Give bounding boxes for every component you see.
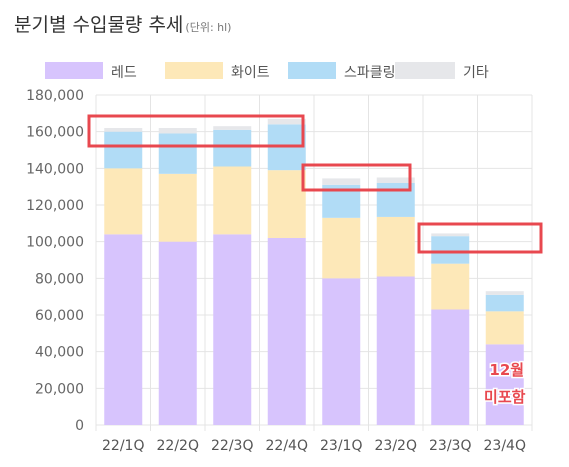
y-tick-label: 40,000 — [35, 345, 84, 361]
bar-화이트-22/2Q — [158, 173, 197, 242]
bar-기타-22/1Q — [104, 128, 143, 132]
legend-label: 화이트 — [231, 65, 270, 81]
legend-swatch — [395, 62, 455, 79]
bar-레드-22/4Q — [267, 238, 306, 425]
y-tick-label: 140,000 — [26, 161, 84, 177]
bar-스파클링-22/2Q — [158, 133, 197, 174]
x-tick-label: 22/2Q — [157, 438, 199, 454]
legend-label: 레드 — [111, 65, 137, 81]
bar-화이트-22/1Q — [104, 168, 143, 235]
legend-label: 스파클링 — [344, 65, 396, 81]
x-tick-label: 23/3Q — [429, 438, 471, 454]
chart-title-text: 분기별 수입물량 추세 — [14, 14, 184, 36]
bar-기타-23/4Q — [485, 291, 524, 295]
bar-스파클링-23/4Q — [485, 294, 524, 312]
bar-기타-23/1Q — [322, 178, 361, 185]
bar-레드-22/3Q — [213, 234, 252, 425]
y-tick-label: 0 — [75, 418, 84, 434]
legend-label: 기타 — [463, 65, 489, 81]
unit-note: (단위: hl) — [185, 21, 232, 34]
bar-스파클링-22/1Q — [104, 131, 143, 169]
bar-화이트-22/3Q — [213, 166, 252, 235]
y-tick-label: 80,000 — [35, 271, 84, 287]
bar-기타-22/2Q — [158, 128, 197, 134]
annotation-line-1: 12월 — [489, 361, 524, 379]
x-tick-label: 23/1Q — [320, 438, 362, 454]
bar-스파클링-23/3Q — [431, 236, 470, 264]
y-tick-label: 100,000 — [26, 235, 84, 251]
y-tick-label: 60,000 — [35, 308, 84, 324]
legend-swatch — [288, 62, 336, 79]
legend-swatch — [45, 62, 103, 79]
bar-레드-23/3Q — [431, 309, 470, 425]
bar-레드-22/2Q — [158, 241, 197, 425]
x-tick-label: 23/2Q — [375, 438, 417, 454]
bar-레드-22/1Q — [104, 234, 143, 425]
x-tick-label: 23/4Q — [484, 438, 526, 454]
bar-기타-22/3Q — [213, 126, 252, 130]
bar-기타-23/3Q — [431, 233, 470, 237]
highlight-box — [301, 163, 412, 192]
legend-swatch — [165, 62, 223, 79]
x-tick-label: 22/1Q — [102, 438, 144, 454]
bar-기타-22/4Q — [267, 118, 306, 125]
bar-레드-23/2Q — [376, 276, 415, 425]
bar-화이트-23/3Q — [431, 263, 470, 310]
y-tick-label: 120,000 — [26, 198, 84, 214]
chart-title: 분기별 수입물량 추세 (단위: hl) — [14, 10, 231, 37]
bar-기타-23/2Q — [376, 177, 415, 183]
bar-화이트-23/1Q — [322, 217, 361, 279]
bar-화이트-23/4Q — [485, 311, 524, 345]
y-tick-label: 20,000 — [35, 381, 84, 397]
annotation-line-2: 미포함 — [484, 388, 526, 406]
highlight-box — [417, 222, 543, 254]
x-tick-label: 22/4Q — [266, 438, 308, 454]
bar-레드-23/4Q — [485, 344, 524, 425]
y-tick-label: 160,000 — [26, 125, 84, 141]
highlight-box — [87, 114, 305, 148]
x-tick-label: 22/3Q — [211, 438, 253, 454]
bar-레드-23/1Q — [322, 278, 361, 425]
bar-스파클링-22/3Q — [213, 129, 252, 167]
bar-화이트-23/2Q — [376, 216, 415, 277]
y-tick-label: 180,000 — [26, 88, 84, 104]
bar-화이트-22/4Q — [267, 170, 306, 238]
